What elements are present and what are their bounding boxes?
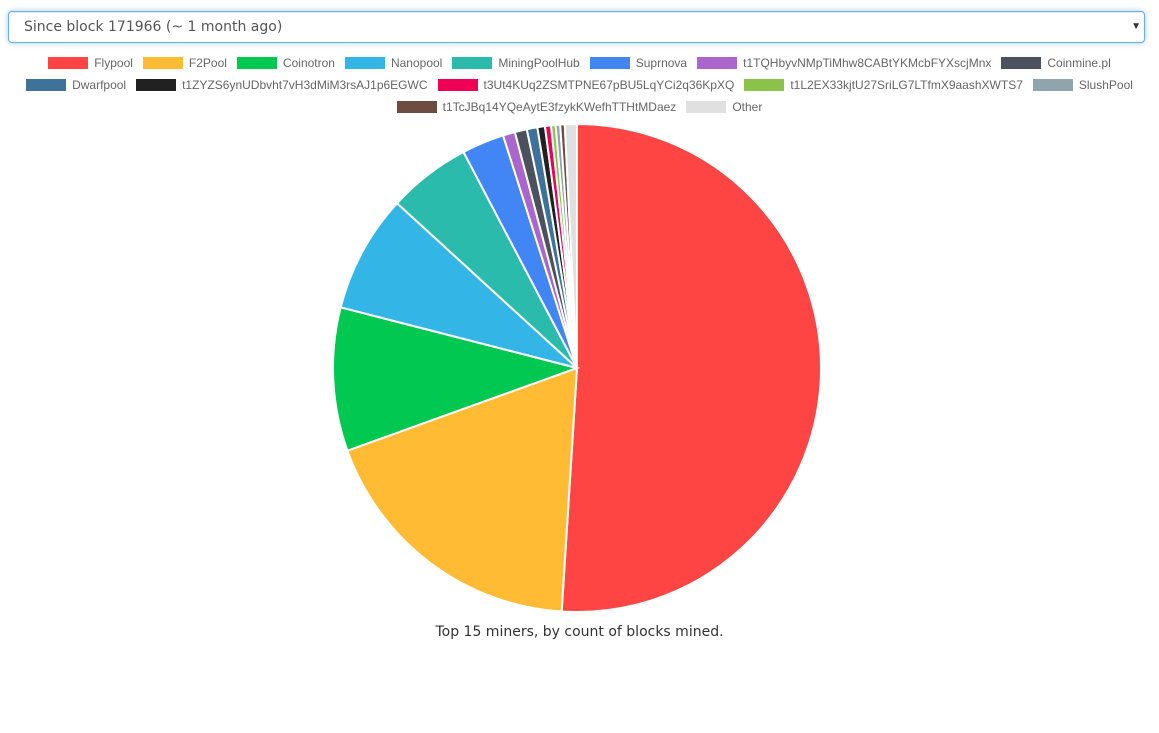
legend-swatch	[437, 79, 478, 91]
legend-swatch	[1032, 79, 1073, 91]
legend-item[interactable]: Suprnova	[589, 56, 688, 70]
legend-label: t1TQHbyvNMpTiMhw8CABtYKMcbFYXscjMnx	[743, 56, 992, 70]
legend-item[interactable]: SlushPool	[1032, 78, 1133, 92]
legend-swatch	[136, 79, 177, 91]
legend-item[interactable]: t3Ut4KUq2ZSMTPNE67pBU5LqYCi2q36KpXQ	[437, 78, 735, 92]
legend-label: F2Pool	[188, 56, 227, 70]
legend-label: Other	[732, 100, 763, 114]
legend-row: Dwarfpool t1ZYZS6ynUDbvht7vH3dMiM3rsAJ1p6…	[0, 74, 1159, 96]
legend-item[interactable]: Dwarfpool	[26, 78, 126, 92]
legend-label: Coinotron	[282, 56, 335, 70]
legend-item[interactable]: Other	[686, 100, 762, 114]
legend-label: Suprnova	[635, 56, 688, 70]
pie-slice-other[interactable]	[563, 122, 578, 369]
legend-swatch	[236, 57, 277, 69]
legend-label: Coinmine.pl	[1047, 56, 1111, 70]
legend-item[interactable]: Coinmine.pl	[1001, 56, 1111, 70]
legend-label: Dwarfpool	[72, 78, 127, 92]
legend-label: MiningPoolHub	[498, 56, 580, 70]
legend-item[interactable]: Nanopool	[344, 56, 443, 70]
chart-caption: Top 15 miners, by count of blocks mined.	[435, 624, 724, 640]
pie-slice-f2pool[interactable]	[346, 366, 579, 613]
legend-swatch	[26, 79, 67, 91]
legend-label: Flypool	[94, 56, 133, 70]
legend-row: Flypool F2Pool Coinotron Nanopool MiningPool…	[0, 52, 1159, 74]
pie-slice-coinotron[interactable]	[332, 306, 581, 452]
legend-swatch	[1001, 57, 1042, 69]
chart-legend: Flypool F2Pool Coinotron Nanopool MiningPool…	[0, 52, 1159, 118]
legend-item[interactable]: MiningPoolHub	[452, 56, 580, 70]
legend-label: t1ZYZS6ynUDbvht7vH3dMiM3rsAJ1p6EGWC	[182, 78, 428, 92]
legend-label: t1L2EX33kjtU27SriLG7LTfmX9aashXWTS7	[790, 78, 1023, 92]
legend-label: t1TcJBq14YQeAytE3fzykKWefhTTHtMDaez	[442, 100, 677, 114]
legend-swatch	[344, 57, 385, 69]
legend-swatch	[744, 79, 785, 91]
legend-item[interactable]: Coinotron	[236, 56, 335, 70]
legend-row: t1TcJBq14YQeAytE3fzykKWefhTTHtMDaez Other	[0, 96, 1159, 118]
block-range-select-value: Since block 171966 (~ 1 month ago)	[24, 19, 283, 35]
block-range-select[interactable]: Since block 171966 (~ 1 month ago) ▼	[8, 11, 1145, 43]
legend-label: t3Ut4KUq2ZSMTPNE67pBU5LqYCi2q36KpXQ	[483, 78, 735, 92]
legend-item[interactable]: t1ZYZS6ynUDbvht7vH3dMiM3rsAJ1p6EGWC	[136, 78, 428, 92]
legend-swatch	[396, 101, 437, 113]
legend-item[interactable]: t1L2EX33kjtU27SriLG7LTfmX9aashXWTS7	[744, 78, 1023, 92]
legend-swatch	[686, 101, 727, 113]
chevron-down-icon: ▼	[1131, 21, 1141, 32]
pie-slice-flypool[interactable]	[560, 122, 823, 613]
legend-swatch	[452, 57, 493, 69]
pie-slice-nanopool[interactable]	[339, 201, 578, 369]
legend-item[interactable]: F2Pool	[142, 56, 227, 70]
legend-swatch	[697, 57, 738, 69]
legend-item[interactable]: t1TQHbyvNMpTiMhw8CABtYKMcbFYXscjMnx	[697, 56, 991, 70]
legend-item[interactable]: Flypool	[48, 56, 133, 70]
legend-label: Nanopool	[390, 56, 443, 70]
legend-swatch	[142, 57, 183, 69]
legend-item[interactable]: t1TcJBq14YQeAytE3fzykKWefhTTHtMDaez	[396, 100, 677, 114]
legend-label: SlushPool	[1078, 78, 1133, 92]
legend-swatch	[589, 57, 630, 69]
legend-swatch	[48, 57, 89, 69]
